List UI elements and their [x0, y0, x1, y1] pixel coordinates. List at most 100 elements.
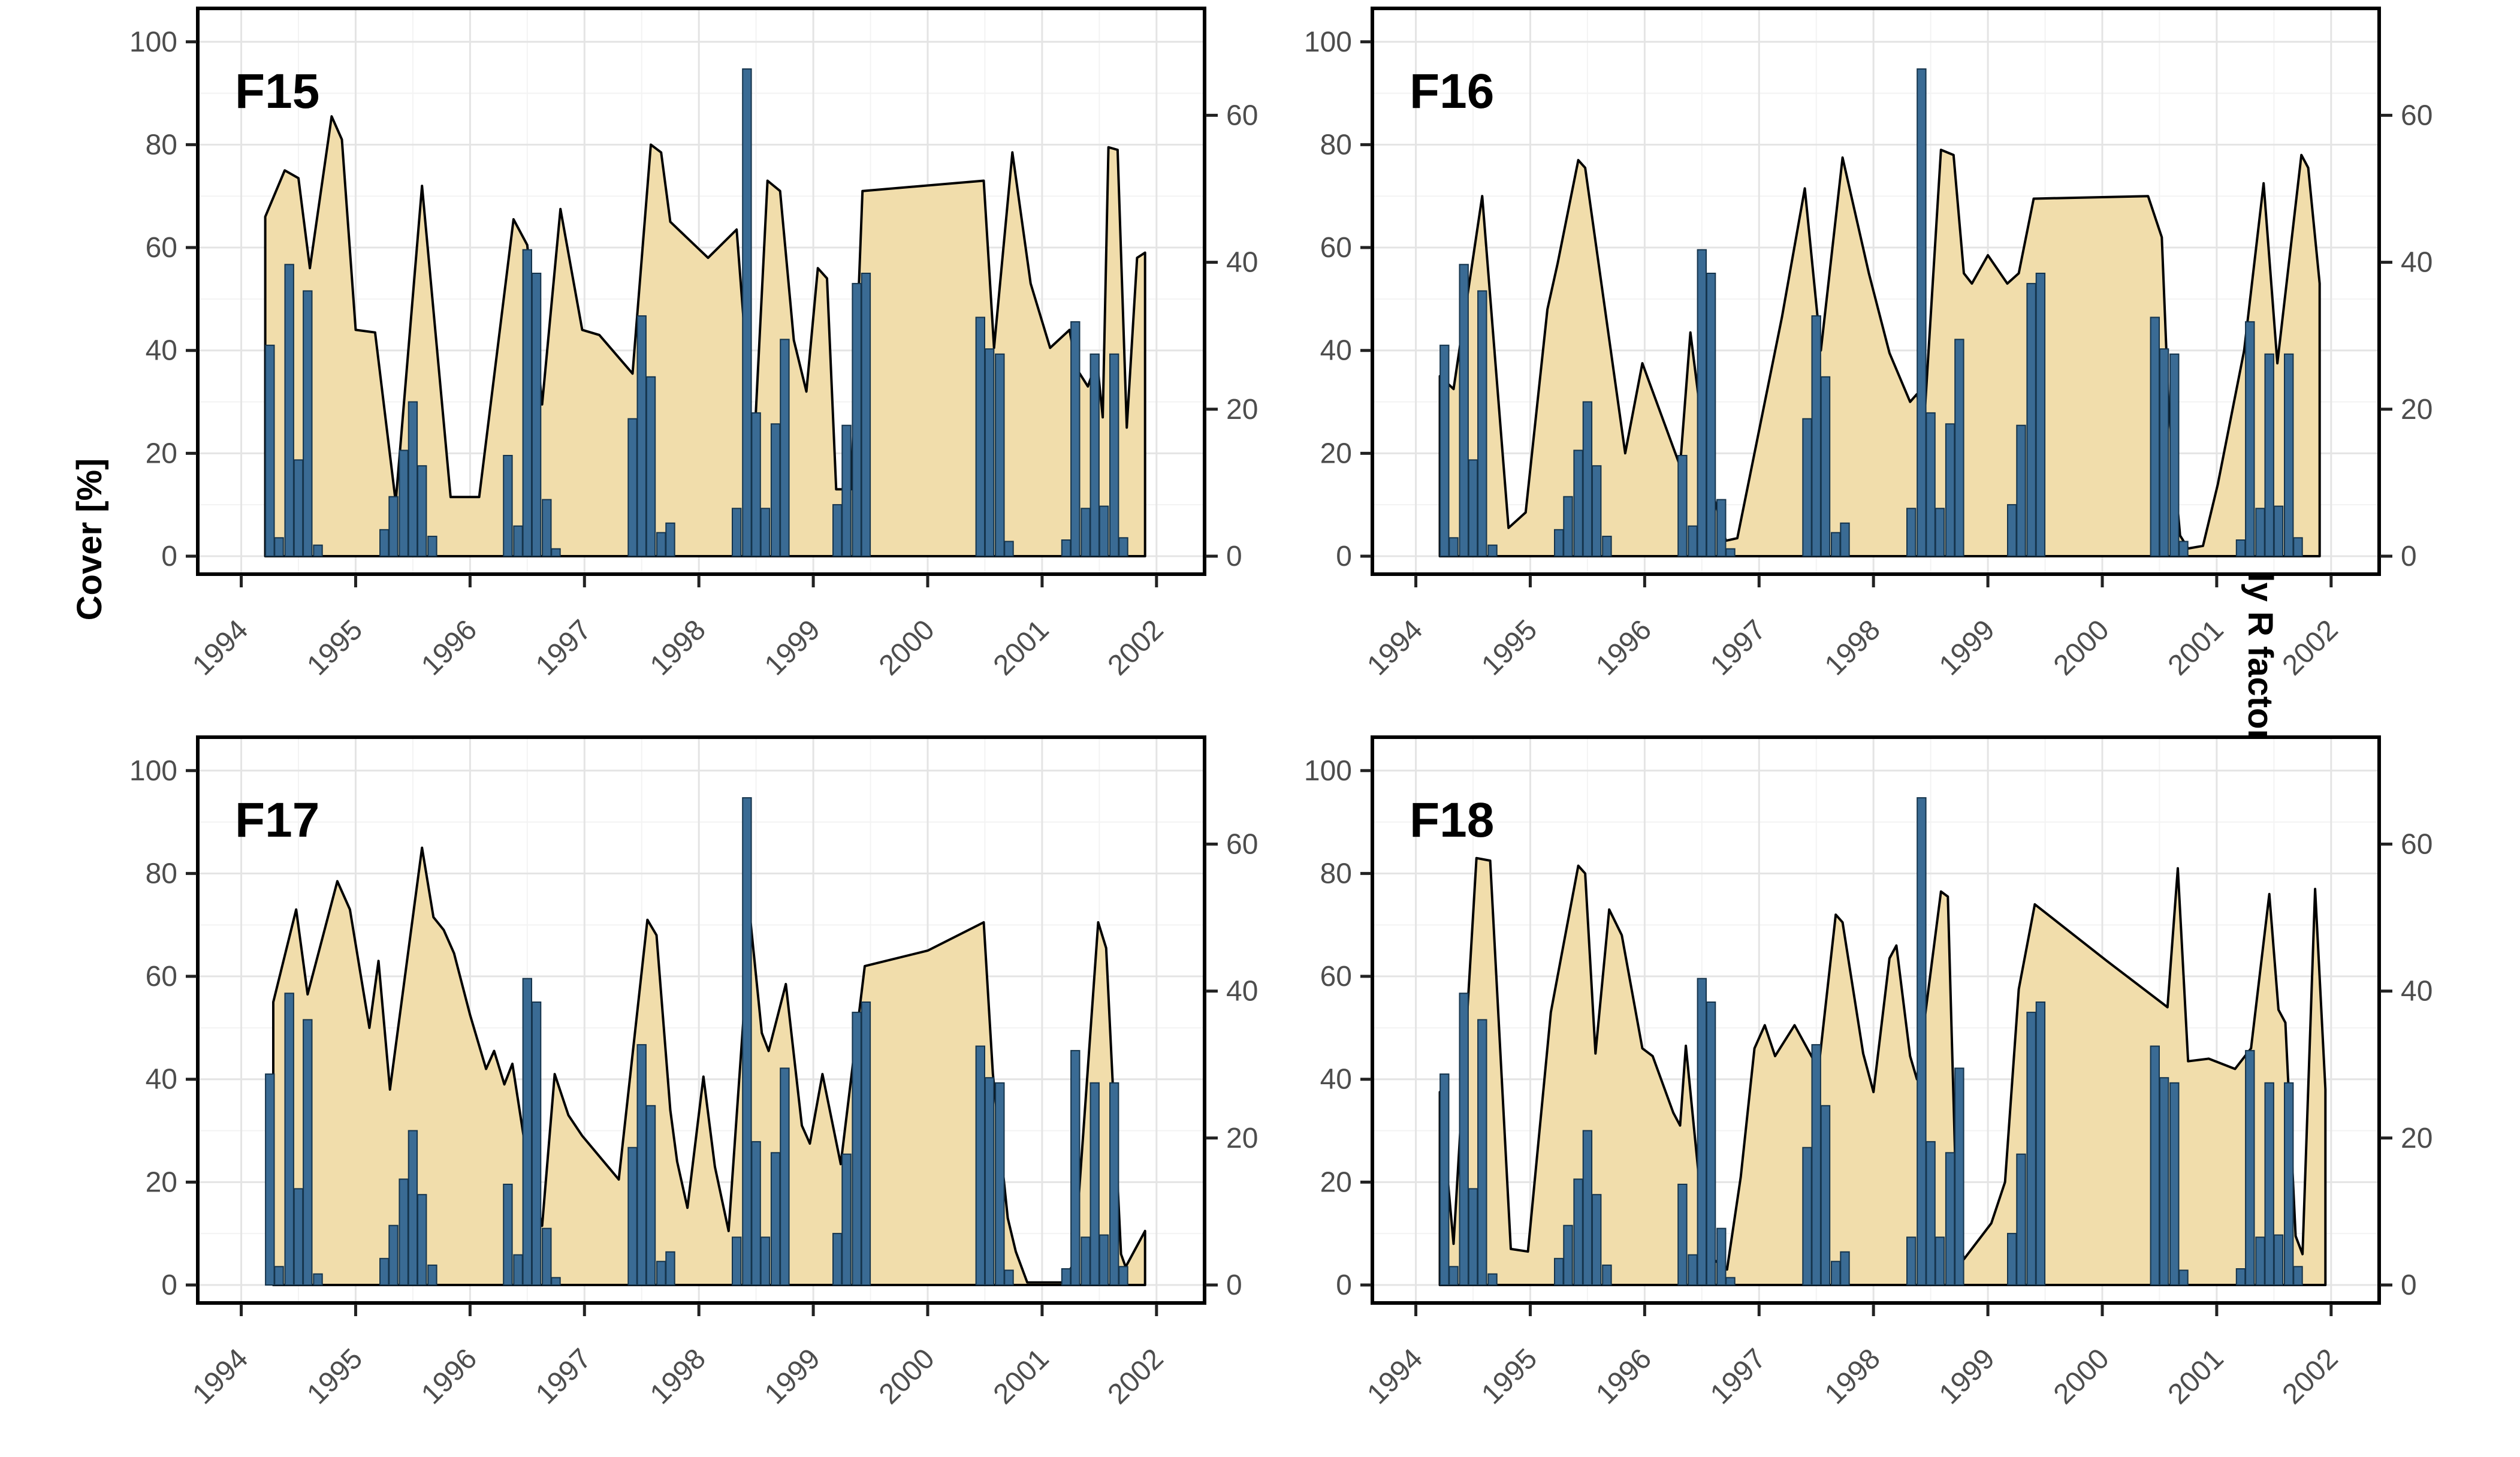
panel-f16-chart: 0 20 40 60 80 100 0 20 40 60 1994 1995 1996 1997 1998 1… — [1304, 7, 2433, 681]
y-left-tick-label: 100 — [129, 755, 177, 787]
y-right-tick-label: 0 — [1226, 541, 1242, 572]
x-tick-label: 1996 — [1590, 1343, 1658, 1410]
r-factor-bar — [542, 1227, 552, 1286]
r-factor-bar — [265, 1073, 275, 1286]
x-tick-label: 1998 — [1819, 614, 1887, 681]
r-factor-bar — [427, 535, 437, 557]
r-factor-bar — [503, 1184, 513, 1286]
cover-area — [1438, 856, 2327, 1286]
r-factor-bar — [379, 529, 390, 557]
r-factor-bar — [656, 532, 666, 557]
y-left-tick-label: 40 — [1320, 335, 1352, 367]
r-factor-bar — [388, 496, 399, 557]
r-factor-bar — [1109, 353, 1119, 557]
x-tick-label: 1997 — [1704, 1343, 1772, 1410]
r-factor-bars — [1439, 68, 2303, 557]
y-right-tick-label: 40 — [1226, 247, 1258, 279]
r-factor-bar — [1706, 1002, 1716, 1286]
r-factor-bar — [1906, 1236, 1917, 1286]
r-factor-bars — [265, 68, 1128, 557]
r-factor-bar — [2245, 321, 2255, 557]
r-factor-bar — [1677, 1184, 1688, 1286]
r-factor-bar — [1081, 508, 1091, 557]
r-factor-bar — [852, 1012, 862, 1286]
r-factor-bar — [408, 1130, 418, 1286]
x-tick-label: 1995 — [1475, 614, 1543, 681]
r-factor-bar — [1573, 450, 1583, 557]
r-factor-bar — [1448, 1266, 1459, 1286]
r-factor-bar — [1954, 339, 1964, 557]
r-factor-bar — [1934, 1236, 1945, 1286]
panel-border — [1371, 735, 2381, 1305]
r-factor-bar — [1954, 1067, 1964, 1286]
panel-border — [196, 735, 1206, 1305]
r-factor-bar — [1945, 1152, 1955, 1286]
axis-ticks — [1360, 769, 2392, 1316]
x-tick-label: 2000 — [873, 1343, 941, 1410]
r-factor-bar — [2026, 283, 2036, 557]
x-tick-label: 1998 — [1819, 1343, 1887, 1410]
r-factor-bar — [2159, 1077, 2169, 1286]
r-factor-bar — [1487, 544, 1498, 557]
r-factor-bar — [522, 249, 532, 557]
r-factor-bar — [551, 548, 561, 557]
r-factor-bar — [2293, 1266, 2303, 1286]
panel-border — [196, 7, 1206, 576]
r-factor-bar — [1061, 539, 1072, 557]
r-factor-bar — [852, 283, 862, 557]
r-factor-bar — [1716, 1227, 1727, 1286]
r-factor-bar — [1554, 1257, 1564, 1286]
r-factor-bar — [995, 353, 1005, 557]
r-factor-bar — [2169, 1082, 2180, 1286]
r-factor-bar — [1459, 993, 1469, 1286]
r-factor-bar — [408, 401, 418, 557]
r-factor-bar — [2255, 1236, 2265, 1286]
r-factor-bar — [1802, 418, 1812, 557]
r-factor-bar — [399, 1178, 409, 1286]
r-factor-bar — [832, 1233, 843, 1286]
r-factor-bar — [284, 264, 294, 557]
r-factor-bar — [665, 1251, 675, 1286]
r-factor-bar — [2255, 508, 2265, 557]
r-factor-bars — [265, 797, 1128, 1286]
r-factor-bar — [2273, 505, 2284, 557]
r-factor-bar — [665, 522, 675, 557]
r-factor-bar — [780, 339, 790, 557]
r-factor-bar — [832, 504, 843, 557]
r-factor-bar — [1070, 321, 1081, 557]
panel-cell-f16: 0 20 40 60 80 100 0 20 40 60 1994 1995 1996 1997 1998 1… — [1175, 0, 2433, 728]
r-factor-bar — [1831, 532, 1841, 557]
r-factor-bar — [627, 1147, 638, 1286]
y-right-tick-label: 20 — [1226, 394, 1258, 426]
r-factor-bar — [841, 424, 852, 557]
y-right-tick-label: 0 — [1226, 1269, 1242, 1301]
x-tick-label: 2002 — [2277, 614, 2344, 681]
r-factor-bar — [1592, 465, 1602, 557]
r-factor-bar — [984, 1077, 995, 1286]
r-factor-bar — [1090, 1082, 1100, 1286]
r-factor-bar — [2016, 1153, 2026, 1286]
r-factor-bar — [1098, 1234, 1109, 1286]
r-factor-bar — [1677, 455, 1688, 557]
r-factor-bar — [1487, 1273, 1498, 1286]
x-tick-label: 1996 — [1590, 614, 1658, 681]
r-factor-bar — [303, 290, 313, 557]
r-factor-bar — [1582, 1130, 1593, 1286]
r-factor-bar — [975, 1045, 985, 1286]
r-factor-bar — [274, 537, 284, 557]
y-right-tick-label: 0 — [2401, 1269, 2417, 1301]
r-factor-bar — [1090, 353, 1100, 557]
y-right-tick-label: 60 — [2401, 828, 2433, 860]
x-tick-label: 2001 — [988, 1343, 1055, 1410]
y-left-tick-label: 60 — [1320, 961, 1352, 993]
y-left-tick-label: 20 — [146, 438, 177, 469]
y-right-tick-label: 40 — [1226, 976, 1258, 1007]
r-factor-bar — [1802, 1147, 1812, 1286]
r-factor-bar — [1582, 401, 1593, 557]
y-right-tick-label: 20 — [2401, 394, 2433, 426]
r-factor-bar — [1563, 1224, 1573, 1286]
r-factor-bar — [636, 1044, 647, 1286]
x-tick-label: 2001 — [988, 614, 1055, 681]
r-factor-bar — [1477, 290, 1487, 557]
r-factor-bar — [861, 273, 871, 557]
